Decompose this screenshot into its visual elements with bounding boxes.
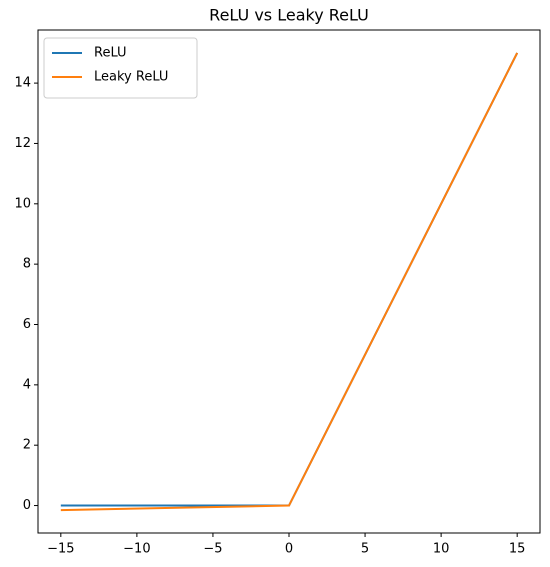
y-tick-label: 14: [14, 76, 31, 91]
y-tick-label: 8: [23, 257, 31, 272]
y-tick-label: 2: [23, 438, 31, 453]
x-tick-label: −5: [203, 542, 222, 557]
x-tick-label: 15: [509, 542, 526, 557]
y-tick-label: 12: [14, 136, 31, 151]
x-tick-label: −10: [123, 542, 150, 557]
legend-label: ReLU: [94, 46, 127, 61]
chart-title: ReLU vs Leaky ReLU: [209, 6, 369, 25]
x-tick-label: 5: [361, 542, 369, 557]
line-series: [60, 52, 519, 512]
y-tick-label: 6: [23, 317, 31, 332]
line-series: [60, 52, 519, 507]
x-tick-label: 10: [433, 542, 450, 557]
y-tick-label: 10: [14, 196, 31, 211]
plot-frame: [37, 29, 541, 534]
x-tick-label: 0: [285, 542, 293, 557]
legend-box: [43, 37, 198, 99]
y-tick-label: 4: [23, 377, 31, 392]
x-tick-label: −15: [47, 542, 74, 557]
y-tick-label: 0: [23, 498, 31, 513]
legend-label: Leaky ReLU: [94, 70, 168, 85]
